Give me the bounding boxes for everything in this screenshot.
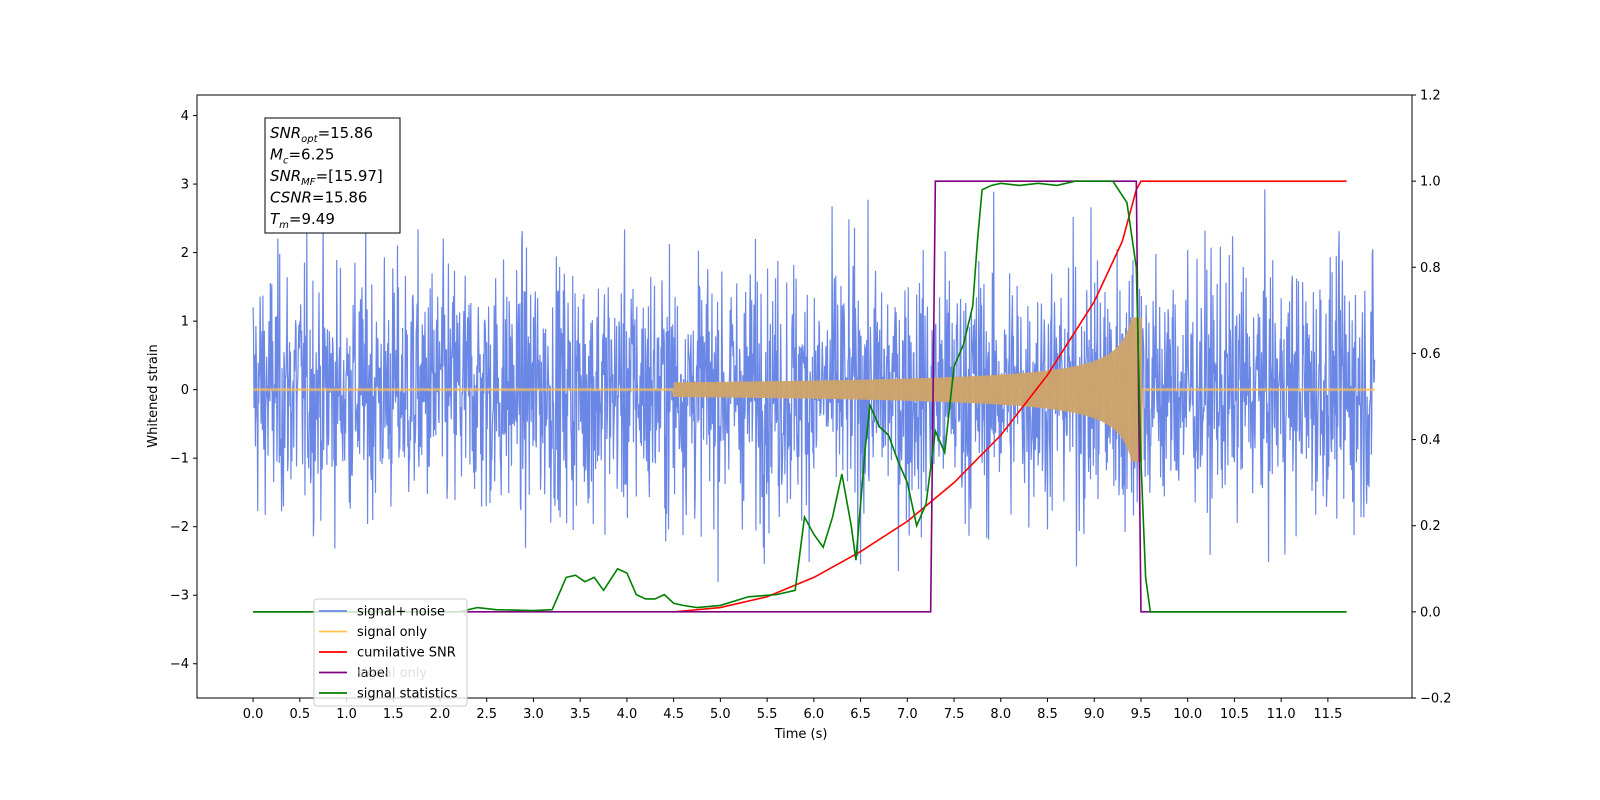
x-axis-label: Time (s) [774, 727, 828, 742]
x-tick-label: 6.0 [804, 707, 825, 722]
annotation-symbol: SNR [270, 124, 301, 142]
x-tick-label: 2.5 [476, 707, 497, 722]
plot-area [252, 180, 1376, 613]
x-tick-label: 1.5 [383, 707, 404, 722]
annotation-line: CSNR=15.86 [270, 189, 367, 207]
y-tick-label: 2 [181, 246, 189, 261]
annotation-value: =6.25 [288, 146, 334, 164]
x-tick-label: 0.0 [243, 707, 264, 722]
y-tick-label: 3 [181, 178, 189, 193]
annotation-value: =[15.97] [316, 167, 383, 185]
y2-tick-label: 0.6 [1420, 347, 1441, 362]
legend: signal+ noise signal only cumilative SNR la… [313, 598, 468, 707]
y-axis-left: 4 3 2 1 0 −1 −2 −3 −4 [170, 109, 197, 672]
y2-tick-label: 0.8 [1420, 261, 1441, 276]
annotation-symbol: T [270, 210, 281, 228]
x-tick-label: 11.5 [1313, 707, 1342, 722]
x-tick-label: 11.0 [1267, 707, 1296, 722]
legend-label: cumilative SNR [357, 646, 456, 661]
annotation-symbol: M [270, 146, 283, 164]
x-tick-label: 3.0 [523, 707, 544, 722]
y-tick-label: −1 [170, 452, 189, 467]
y-axis-right: 1.2 1.0 0.8 0.6 0.4 0.2 0.0 −0.2 [1412, 89, 1452, 707]
x-tick-label: 3.5 [570, 707, 591, 722]
plot-frame [196, 94, 1413, 699]
annotation-value: =9.49 [289, 210, 335, 228]
annotation-subscript: opt [301, 134, 318, 145]
x-tick-label: 2.0 [430, 707, 451, 722]
y-tick-label: −2 [170, 520, 189, 535]
y2-tick-label: 1.0 [1420, 175, 1441, 190]
x-tick-label: 1.0 [336, 707, 357, 722]
annotation-value: =15.86 [318, 124, 374, 142]
annotation-line: Mc=6.25 [270, 146, 334, 167]
y-axis-label: Whitened strain [146, 344, 161, 447]
signal-only-envelope [673, 317, 1142, 462]
x-tick-label: 10.0 [1173, 707, 1202, 722]
y2-tick-label: 0.4 [1420, 433, 1441, 448]
series-signal-only [252, 317, 1376, 462]
x-axis: 0.0 0.5 1.0 1.5 2.0 2.5 3.0 3.5 4.0 4.5 5.0 5.5 6.0 6… [243, 698, 1342, 722]
y-tick-label: −3 [170, 589, 189, 604]
x-tick-label: 5.5 [757, 707, 778, 722]
legend-label: signal+ noise [357, 605, 445, 620]
x-tick-label: 6.5 [850, 707, 871, 722]
y-tick-label: 0 [181, 383, 189, 398]
annotation-subscript: m [279, 220, 289, 231]
series-cumilative-snr [673, 180, 1347, 613]
series-signal-noise [252, 189, 1376, 582]
annotation-subscript: c [283, 156, 289, 167]
y-tick-label: −4 [170, 657, 189, 672]
annotation-line: Tm=9.49 [270, 210, 335, 231]
y2-tick-label: 1.2 [1420, 89, 1441, 104]
legend-overlap-text: signal only [357, 666, 427, 681]
annotation-frame [264, 117, 401, 234]
x-tick-label: 0.5 [289, 707, 310, 722]
annotation-symbol: CSNR [270, 189, 312, 207]
legend-frame [313, 598, 468, 707]
annotation-subscript: MF [301, 177, 316, 188]
y2-tick-label: 0.2 [1420, 519, 1441, 534]
legend-label: signal statistics [357, 687, 458, 702]
legend-label: label [357, 666, 388, 681]
x-tick-label: 8.5 [1037, 707, 1058, 722]
x-tick-label: 5.0 [710, 707, 731, 722]
annotation-value: =15.86 [312, 189, 368, 207]
x-tick-label: 8.0 [990, 707, 1011, 722]
annotation-line: SNRMF=[15.97] [270, 167, 383, 188]
y2-tick-label: 0.0 [1420, 605, 1441, 620]
x-tick-label: 7.5 [944, 707, 965, 722]
y-tick-label: 1 [181, 315, 189, 330]
y-tick-label: 4 [181, 109, 189, 124]
annotation-line: SNRopt=15.86 [270, 124, 373, 145]
x-tick-label: 9.0 [1084, 707, 1105, 722]
annotation-box: SNRopt=15.86Mc=6.25SNRMF=[15.97]CSNR=15.… [264, 117, 401, 234]
x-tick-label: 9.5 [1131, 707, 1152, 722]
x-tick-label: 4.0 [617, 707, 638, 722]
x-tick-label: 4.5 [663, 707, 684, 722]
legend-label: signal only [357, 625, 427, 640]
annotation-symbol: SNR [270, 167, 301, 185]
series-signal-statistics [253, 180, 1347, 613]
x-tick-label: 7.0 [897, 707, 918, 722]
x-tick-label: 10.5 [1220, 707, 1249, 722]
y2-tick-label: −0.2 [1420, 692, 1452, 707]
